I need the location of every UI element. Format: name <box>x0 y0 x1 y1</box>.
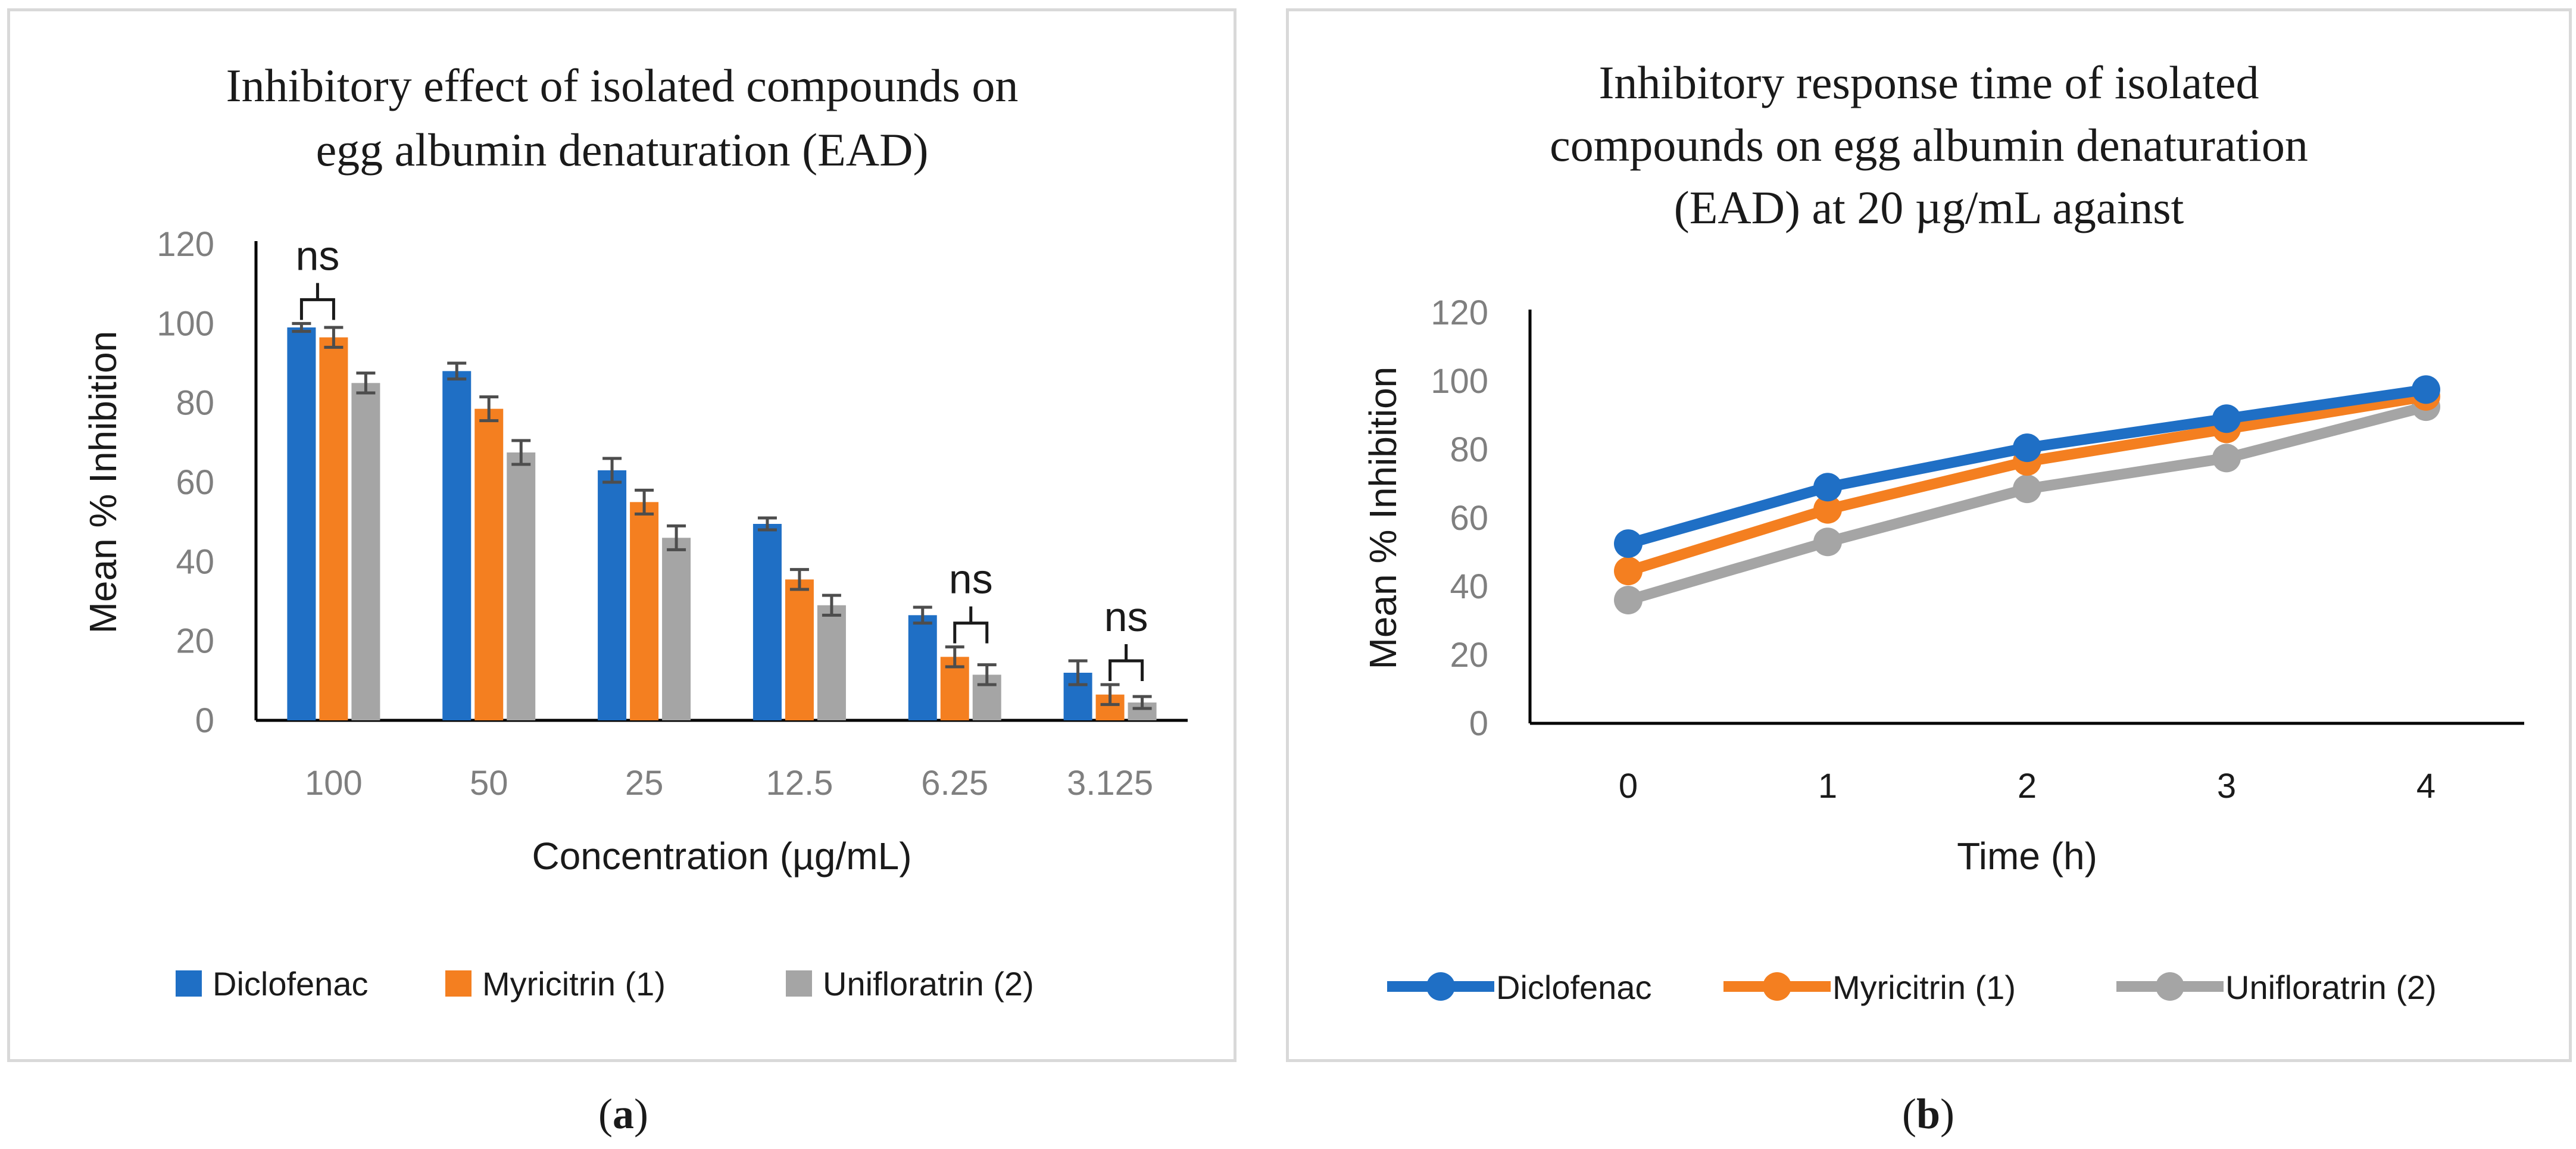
chart-a-y-axis-title: Mean % Inhibition <box>82 331 124 634</box>
panel-label-b: (b) <box>1902 1090 1955 1138</box>
chart-a-legend-swatch <box>786 970 812 997</box>
chart-a-y-tick: 120 <box>157 225 214 264</box>
chart-a-x-tick: 3.125 <box>1067 764 1153 803</box>
chart-b-x-tick: 3 <box>2217 767 2236 805</box>
chart-b-y-tick: 100 <box>1431 362 1488 401</box>
chart-b-y-tick: 60 <box>1450 499 1488 538</box>
chart-a-ns-label: ns <box>949 556 993 602</box>
chart-a-bar <box>662 538 691 720</box>
chart-b-legend-marker <box>1426 972 1455 1001</box>
chart-a-bar <box>752 524 782 720</box>
chart-b-x-tick: 0 <box>1619 767 1638 805</box>
chart-a-ns-label: ns <box>295 232 339 279</box>
chart-a-legend-label: Diclofenac <box>213 965 368 1003</box>
chart-a-legend-label: Unifloratrin (2) <box>823 965 1034 1003</box>
chart-a-y-tick: 20 <box>176 622 214 661</box>
chart-b-data-point <box>2013 433 2041 463</box>
chart-b-title-line: (EAD) at 20 µg/mL against <box>1674 182 2184 233</box>
chart-b-title-line: compounds on egg albumin denaturation <box>1550 119 2308 171</box>
chart-a-legend-swatch <box>445 970 472 997</box>
chart-a-bar <box>630 502 659 720</box>
chart-b-y-axis-title: Mean % Inhibition <box>1362 367 1404 670</box>
chart-b-data-point <box>1614 529 1643 558</box>
chart-a-bar <box>474 408 504 720</box>
chart-a-x-tick: 25 <box>625 764 664 803</box>
chart-b-x-tick: 1 <box>1818 767 1837 805</box>
chart-b-y-tick: 20 <box>1450 636 1488 675</box>
chart-a-bar <box>785 579 814 720</box>
chart-b-legend-marker <box>1763 972 1791 1001</box>
chart-a-y-tick: 0 <box>195 701 214 740</box>
chart-b-data-point <box>1813 495 1842 524</box>
chart-a-bar <box>319 337 348 720</box>
chart-b-y-tick: 80 <box>1450 430 1488 469</box>
chart-b-data-point <box>2212 444 2241 473</box>
chart-a-bar <box>908 615 937 720</box>
chart-a-ns-label: ns <box>1104 594 1148 640</box>
chart-b-legend-marker <box>2156 972 2184 1001</box>
chart-a-y-tick: 60 <box>176 463 214 502</box>
chart-b-legend-label: Myricitrin (1) <box>1832 969 2016 1006</box>
chart-a-bar <box>507 452 536 720</box>
chart-b-data-point <box>2412 375 2440 404</box>
chart-a-legend-swatch <box>176 970 202 997</box>
chart-a-y-tick: 40 <box>176 542 214 581</box>
chart-b-data-point <box>1614 557 1643 586</box>
chart-a-ns-bracket <box>299 283 335 320</box>
chart-b-data-point <box>2212 404 2241 433</box>
chart-a-x-axis-title: Concentration (µg/mL) <box>532 835 911 878</box>
chart-a-y-tick: 80 <box>176 384 214 423</box>
chart-a-ns-bracket <box>953 606 989 644</box>
chart-a-title-line: Inhibitory effect of isolated compounds … <box>226 60 1019 111</box>
chart-b-y-tick: 40 <box>1450 567 1488 606</box>
panel-label-a: (a) <box>598 1090 648 1138</box>
chart-a-x-tick: 100 <box>305 764 363 803</box>
chart-b-x-axis-title: Time (h) <box>1957 835 2097 878</box>
chart-a-x-tick: 6.25 <box>921 764 988 803</box>
chart-a-x-tick: 12.5 <box>766 764 833 803</box>
chart-a-ns-bracket <box>1109 644 1144 681</box>
chart-b-x-tick: 4 <box>2416 767 2436 805</box>
chart-a-bar <box>442 371 472 720</box>
chart-a-bar <box>598 470 627 720</box>
chart-b-data-point <box>1614 586 1643 614</box>
chart-b-legend-label: Diclofenac <box>1496 969 1651 1006</box>
chart-a-bar <box>351 383 380 720</box>
chart-a-bar <box>817 605 846 720</box>
chart-b-data-point <box>1813 527 1842 557</box>
chart-b-y-tick: 0 <box>1469 704 1488 743</box>
chart-a-legend-label: Myricitrin (1) <box>482 965 666 1003</box>
chart-b-data-point <box>1813 473 1842 502</box>
panel-b-frame <box>1286 8 2572 1062</box>
chart-a-y-tick: 100 <box>157 304 214 343</box>
chart-a-bar <box>287 327 316 720</box>
chart-a-x-tick: 50 <box>470 764 508 803</box>
chart-b-x-tick: 2 <box>2018 767 2037 805</box>
chart-b-y-tick: 120 <box>1431 294 1488 332</box>
chart-b-title-line: Inhibitory response time of isolated <box>1598 57 2259 108</box>
chart-a-title-line: egg albumin denaturation (EAD) <box>316 124 929 176</box>
chart-b-data-point <box>2013 474 2041 504</box>
chart-b-legend-label: Unifloratrin (2) <box>2225 969 2437 1006</box>
